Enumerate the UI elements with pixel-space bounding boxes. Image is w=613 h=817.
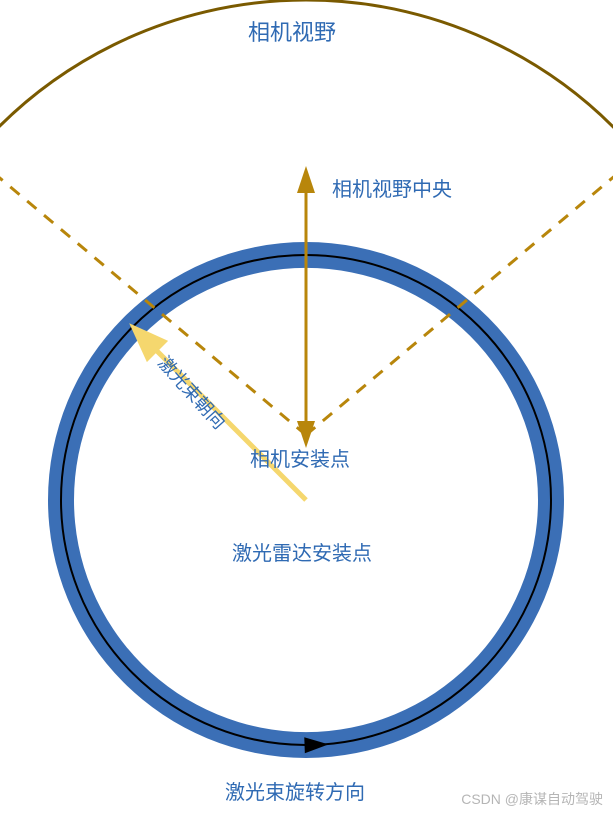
fov-center-label: 相机视野中央 <box>332 173 452 202</box>
camera-mount-label: 相机安装点 <box>250 443 350 472</box>
lidar-mount-label: 激光雷达安装点 <box>232 537 372 566</box>
rotation-direction-label: 激光束旋转方向 <box>225 776 365 805</box>
fov-title-label: 相机视野 <box>248 15 336 47</box>
watermark-text: CSDN @康谋自动驾驶 <box>461 789 603 809</box>
